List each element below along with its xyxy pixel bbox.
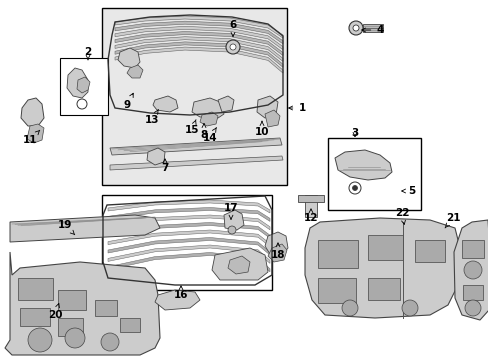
Polygon shape (267, 244, 286, 262)
Text: 4: 4 (361, 25, 383, 35)
Bar (18, 278, 53, 300)
Text: 7: 7 (161, 159, 168, 173)
Text: 2: 2 (84, 47, 91, 60)
Polygon shape (115, 21, 283, 44)
Polygon shape (21, 98, 44, 126)
Bar (327, 138, 420, 210)
Polygon shape (224, 210, 244, 230)
Polygon shape (227, 256, 249, 274)
Text: 19: 19 (58, 220, 75, 235)
Bar (120, 318, 140, 332)
Polygon shape (115, 26, 283, 50)
Circle shape (65, 328, 85, 348)
Polygon shape (218, 96, 234, 112)
Text: 15: 15 (184, 120, 199, 135)
Text: 12: 12 (303, 209, 318, 223)
Polygon shape (264, 232, 287, 255)
Polygon shape (108, 207, 269, 221)
Polygon shape (115, 42, 283, 67)
Text: 21: 21 (444, 213, 459, 228)
Polygon shape (108, 215, 269, 230)
Circle shape (348, 21, 362, 35)
Text: 5: 5 (401, 186, 415, 196)
Circle shape (341, 300, 357, 316)
Text: 10: 10 (254, 121, 269, 137)
Polygon shape (127, 65, 142, 78)
Circle shape (28, 328, 52, 352)
Text: 14: 14 (202, 128, 217, 143)
Polygon shape (147, 148, 164, 165)
Bar (362, 24, 382, 32)
Bar (367, 235, 402, 260)
Polygon shape (305, 218, 459, 318)
Polygon shape (118, 48, 140, 68)
Polygon shape (115, 37, 283, 62)
Bar (60, 58, 108, 115)
Polygon shape (334, 150, 391, 180)
Circle shape (352, 25, 358, 31)
Polygon shape (257, 96, 278, 118)
Text: 6: 6 (229, 20, 236, 36)
Polygon shape (155, 290, 200, 310)
Polygon shape (264, 110, 280, 127)
Circle shape (401, 300, 417, 316)
Bar (462, 285, 482, 300)
Circle shape (352, 185, 357, 190)
Text: 8: 8 (200, 124, 207, 140)
Polygon shape (212, 248, 267, 280)
Circle shape (463, 261, 481, 279)
Text: 17: 17 (223, 203, 238, 219)
Bar (297, 195, 324, 202)
Text: 20: 20 (48, 303, 62, 320)
Text: 11: 11 (23, 130, 40, 145)
Text: 18: 18 (270, 243, 285, 260)
Polygon shape (108, 230, 269, 247)
Circle shape (348, 182, 360, 194)
Polygon shape (27, 124, 44, 143)
Bar (102, 195, 271, 290)
Bar (102, 8, 286, 185)
Polygon shape (108, 245, 269, 264)
Circle shape (229, 44, 236, 50)
Bar (367, 278, 399, 300)
Polygon shape (153, 96, 178, 112)
Polygon shape (5, 252, 160, 355)
Polygon shape (200, 112, 218, 126)
Circle shape (227, 226, 236, 234)
Polygon shape (110, 156, 283, 170)
Bar (58, 290, 86, 310)
Text: 1: 1 (288, 103, 305, 113)
Text: 16: 16 (173, 286, 188, 300)
Polygon shape (67, 68, 88, 98)
Polygon shape (77, 77, 90, 93)
Polygon shape (108, 200, 269, 213)
Polygon shape (108, 238, 269, 255)
Bar (20, 308, 50, 326)
Polygon shape (10, 215, 160, 242)
Bar (95, 300, 117, 316)
Bar (317, 278, 355, 303)
Bar (461, 240, 483, 258)
Circle shape (77, 99, 87, 109)
Polygon shape (108, 222, 269, 238)
Circle shape (101, 333, 119, 351)
Text: 22: 22 (394, 208, 408, 224)
Text: 9: 9 (123, 93, 133, 110)
Circle shape (464, 300, 480, 316)
Bar (317, 240, 357, 268)
Bar (58, 318, 83, 336)
Polygon shape (115, 32, 283, 55)
Polygon shape (108, 252, 269, 272)
Bar (414, 240, 444, 262)
Polygon shape (115, 47, 283, 73)
Text: 3: 3 (351, 128, 358, 138)
Text: 13: 13 (144, 110, 159, 125)
Polygon shape (110, 138, 282, 155)
Bar (305, 195, 316, 217)
Polygon shape (453, 220, 488, 320)
Circle shape (225, 40, 240, 54)
Polygon shape (115, 16, 283, 38)
Polygon shape (192, 98, 224, 118)
